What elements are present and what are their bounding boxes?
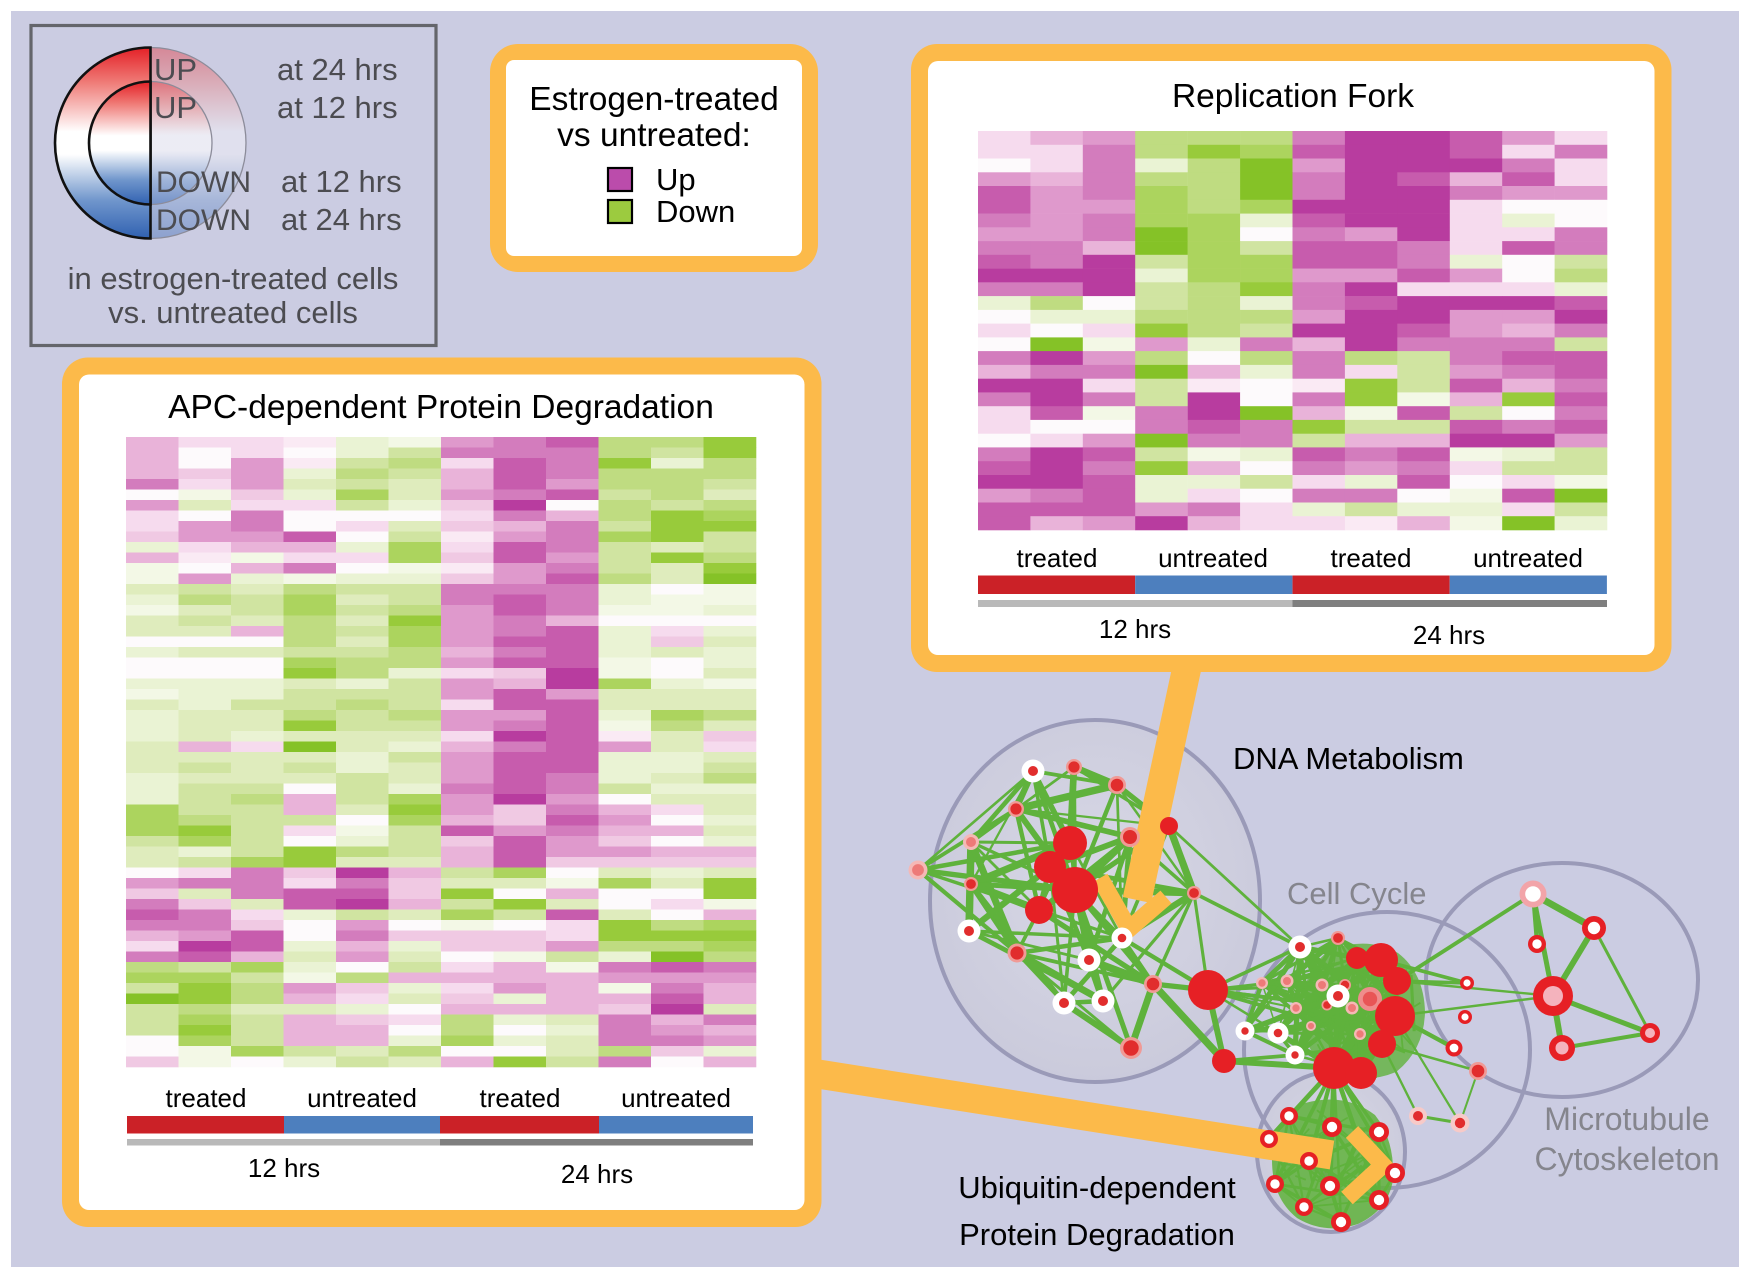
svg-text:UP: UP xyxy=(154,90,197,125)
svg-text:Ubiquitin-dependent: Ubiquitin-dependent xyxy=(958,1170,1236,1205)
svg-text:12 hrs: 12 hrs xyxy=(248,1153,320,1183)
svg-text:DOWN: DOWN xyxy=(156,204,251,237)
svg-text:Microtubule: Microtubule xyxy=(1544,1101,1709,1137)
svg-text:at 12 hrs: at 12 hrs xyxy=(277,90,398,125)
svg-text:Cytoskeleton: Cytoskeleton xyxy=(1535,1141,1720,1177)
svg-text:Protein Degradation: Protein Degradation xyxy=(959,1217,1235,1252)
svg-text:APC-dependent Protein Degradat: APC-dependent Protein Degradation xyxy=(168,389,714,426)
svg-text:untreated: untreated xyxy=(1473,543,1583,573)
svg-text:24 hrs: 24 hrs xyxy=(1413,620,1485,650)
svg-text:Estrogen-treated: Estrogen-treated xyxy=(529,81,779,118)
svg-text:at 24 hrs: at 24 hrs xyxy=(281,202,402,237)
svg-text:Cell Cycle: Cell Cycle xyxy=(1287,876,1427,911)
svg-text:untreated: untreated xyxy=(307,1083,417,1113)
svg-text:12 hrs: 12 hrs xyxy=(1099,614,1171,644)
svg-text:treated: treated xyxy=(480,1083,561,1113)
svg-text:24 hrs: 24 hrs xyxy=(561,1159,633,1189)
svg-text:UP: UP xyxy=(154,52,197,87)
svg-text:untreated: untreated xyxy=(1158,543,1268,573)
svg-text:Up: Up xyxy=(656,162,696,197)
svg-text:at 12 hrs: at 12 hrs xyxy=(281,164,402,199)
svg-text:DOWN: DOWN xyxy=(156,166,251,199)
svg-text:at 24 hrs: at 24 hrs xyxy=(277,52,398,87)
svg-text:vs untreated:: vs untreated: xyxy=(557,117,751,154)
svg-text:treated: treated xyxy=(1017,543,1098,573)
svg-text:DNA Metabolism: DNA Metabolism xyxy=(1233,741,1464,776)
svg-text:in estrogen-treated cells: in estrogen-treated cells xyxy=(68,261,399,296)
svg-text:treated: treated xyxy=(166,1083,247,1113)
svg-text:Down: Down xyxy=(656,194,735,229)
svg-text:vs. untreated cells: vs. untreated cells xyxy=(108,295,358,330)
svg-text:Replication Fork: Replication Fork xyxy=(1172,78,1414,115)
svg-text:untreated: untreated xyxy=(621,1083,731,1113)
svg-text:treated: treated xyxy=(1331,543,1412,573)
